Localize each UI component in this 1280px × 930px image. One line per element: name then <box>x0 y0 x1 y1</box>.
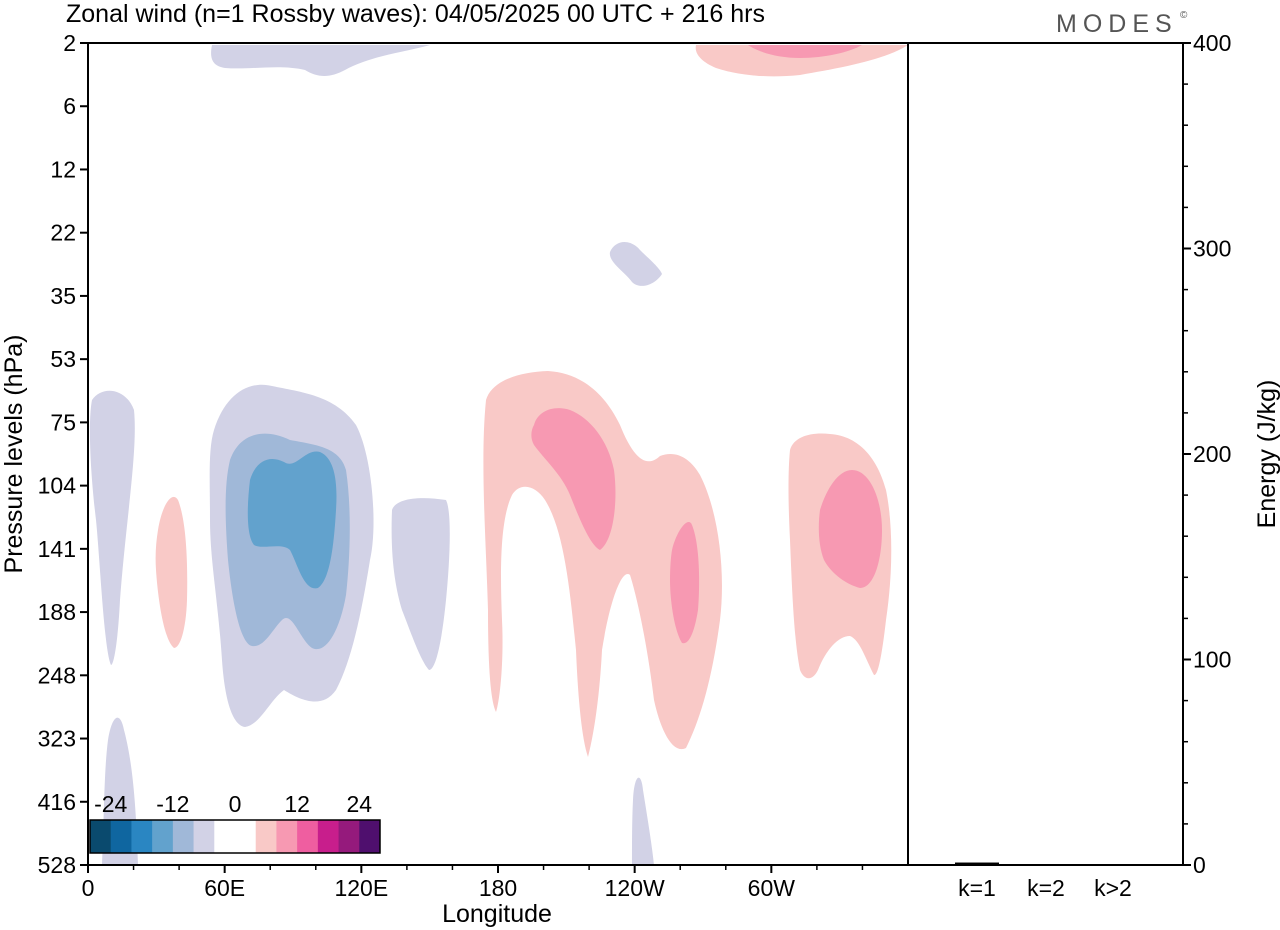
pressure-tick-label: 75 <box>50 409 76 435</box>
colorbar-swatch <box>235 820 257 853</box>
energy-tick-label: 100 <box>1193 647 1231 673</box>
pressure-tick-label: 6 <box>63 93 76 119</box>
energy-bars <box>955 862 1135 865</box>
heatmap-fills <box>89 45 908 865</box>
pressure-tick-label: 22 <box>50 220 76 246</box>
colorbar-swatch <box>90 820 112 853</box>
pressure-tick-label: 104 <box>38 473 77 499</box>
pos-feature-top-lvl1 <box>695 45 908 77</box>
energy-bar <box>1091 864 1135 865</box>
pressure-tick-label: 528 <box>38 852 76 878</box>
colorbar-swatch <box>214 820 236 853</box>
neg-feature-left <box>89 390 135 665</box>
brand-mark: © <box>1180 10 1188 21</box>
longitude-tick-label: 0 <box>82 875 95 901</box>
colorbar-label: 12 <box>284 791 310 817</box>
colorbar-label: 0 <box>229 791 242 817</box>
pressure-tick-label: 35 <box>50 283 76 309</box>
energy-axis: 0 100 200 300 400 <box>1183 30 1231 878</box>
x-axis-label: Longitude <box>442 900 552 928</box>
pos-feature-central-lvl2a <box>531 408 616 550</box>
colorbar-labels: -24 -12 0 12 24 <box>94 791 372 817</box>
pos-feature-left <box>155 496 188 648</box>
pos-feature-central-lvl2b <box>670 522 700 644</box>
pressure-tick-label: 53 <box>50 346 76 372</box>
energy-tick-label: 0 <box>1193 852 1206 878</box>
pressure-tick-label: 2 <box>63 30 76 56</box>
colorbar-swatch <box>255 820 277 853</box>
modes-logo: MODES © <box>1056 10 1188 38</box>
colorbar-swatch <box>193 820 215 853</box>
energy-categories: k=1 k=2 k>2 <box>958 875 1132 901</box>
colorbar-swatch <box>152 820 174 853</box>
neg-feature-upper-small <box>609 241 662 286</box>
colorbar-swatch <box>317 820 340 853</box>
colorbar-swatch <box>338 820 360 853</box>
y-axis-label: Pressure levels (hPa) <box>0 335 28 574</box>
energy-bar <box>1024 864 1068 865</box>
pressure-tick-label: 323 <box>38 726 76 752</box>
pressure-tick-label: 188 <box>38 599 76 625</box>
longitude-tick-label: 120W <box>605 875 665 901</box>
energy-tick-label: 200 <box>1193 441 1231 467</box>
longitude-tick-label: 120E <box>334 875 388 901</box>
energy-axis-label: Energy (J/kg) <box>1253 380 1280 529</box>
pos-feature-top-lvl2 <box>748 45 862 58</box>
pressure-tick-label: 141 <box>38 536 76 562</box>
longitude-tick-label: 60E <box>204 875 245 901</box>
longitude-tick-label: 180 <box>479 875 517 901</box>
energy-category-label: k=2 <box>1027 875 1065 901</box>
colorbar-label: -12 <box>156 791 189 817</box>
pressure-axis: 2 6 12 22 35 53 75 104 141 188 248 323 416 528 <box>38 30 88 878</box>
brand-text: MODES <box>1056 10 1178 38</box>
energy-tick-label: 300 <box>1193 236 1231 262</box>
pos-feature-central-lvl1 <box>483 371 722 757</box>
colorbar-swatch <box>172 820 195 853</box>
colorbar-swatch <box>359 820 381 853</box>
pressure-tick-label: 416 <box>38 789 76 815</box>
neg-feature-west-lvl3 <box>247 451 337 589</box>
pressure-tick-label: 248 <box>38 662 76 688</box>
energy-category-label: k>2 <box>1094 875 1132 901</box>
colorbar-swatch <box>276 820 298 853</box>
longitude-axis: 0 60E 120E 180 120W 60W <box>82 865 864 901</box>
pressure-tick-label: 12 <box>50 156 76 182</box>
neg-feature-bottom-right <box>632 777 654 865</box>
colorbar-swatch <box>131 820 153 853</box>
energy-bar <box>955 862 999 865</box>
chart-title: Zonal wind (n=1 Rossby waves): 04/05/202… <box>66 0 765 28</box>
colorbar-frame <box>89 819 381 854</box>
energy-tick-label: 400 <box>1193 30 1231 56</box>
colorbar-label: -24 <box>94 791 127 817</box>
colorbar <box>89 819 381 854</box>
energy-category-label: k=1 <box>958 875 996 901</box>
colorbar-label: 24 <box>346 791 372 817</box>
neg-feature-top <box>211 45 430 76</box>
pos-feature-east-lvl2 <box>818 470 882 588</box>
neg-feature-central <box>391 498 450 670</box>
colorbar-swatch <box>297 820 319 853</box>
colorbar-swatch <box>110 820 132 853</box>
longitude-tick-label: 60W <box>748 875 796 901</box>
